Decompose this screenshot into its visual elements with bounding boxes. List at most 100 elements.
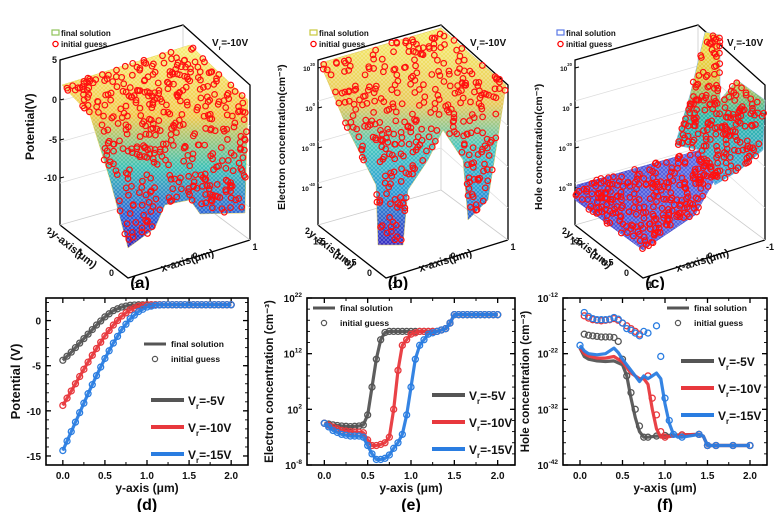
series-v-r-15v: [59, 301, 235, 455]
x-tick-label: 1.0: [404, 471, 418, 482]
initial-guess-marker: [69, 82, 77, 90]
initial-guess-marker: [157, 95, 164, 103]
initial-guess-marker: [701, 106, 709, 114]
initial-guess-marker: [716, 110, 723, 118]
initial-guess-marker: [613, 192, 621, 200]
legend-mesh-swatch: [556, 29, 565, 36]
initial-guess-marker: [156, 206, 164, 214]
initial-guess-marker: [636, 237, 644, 245]
initial-guess-point: [320, 419, 328, 427]
initial-guess-marker: [191, 171, 199, 179]
initial-guess-marker: [635, 196, 643, 203]
initial-guess-marker: [222, 176, 230, 184]
initial-guess-marker: [699, 164, 707, 172]
initial-guess-marker: [699, 192, 707, 200]
initial-guess-point: [210, 301, 218, 309]
initial-guess-marker: [388, 39, 396, 47]
initial-guess-marker: [652, 224, 660, 232]
initial-guess-marker: [733, 79, 741, 87]
initial-guess-marker: [652, 159, 660, 167]
initial-guess-marker: [114, 120, 122, 127]
initial-guess-marker: [349, 112, 357, 119]
initial-guess-marker: [390, 168, 398, 176]
y-tick-label: 10-8: [285, 459, 302, 472]
initial-guess-marker: [605, 174, 612, 182]
initial-guess-marker: [678, 197, 686, 204]
initial-guess-marker: [746, 144, 754, 152]
initial-guess-marker: [383, 229, 391, 237]
legend-series-label: Vr=-10V: [718, 382, 761, 399]
initial-guess-marker: [460, 141, 468, 149]
initial-guess-point: [206, 301, 214, 309]
z-tick-label: 10-20: [302, 142, 316, 153]
initial-guess-marker: [668, 164, 676, 172]
initial-guess-marker: [158, 152, 166, 160]
initial-guess-marker: [398, 165, 405, 173]
initial-guess-marker: [371, 97, 379, 105]
initial-guess-marker: [695, 72, 703, 79]
initial-guess-marker: [148, 223, 156, 231]
initial-guess-point: [63, 394, 71, 402]
initial-guess-marker: [116, 207, 124, 215]
initial-guess-marker: [332, 59, 340, 66]
initial-guess-marker: [101, 145, 109, 152]
initial-guess-marker: [208, 204, 216, 212]
bias-annotation: Vr=-10V: [470, 38, 506, 52]
initial-guess-point: [403, 411, 411, 419]
x-tick-label: 0.5: [98, 471, 112, 482]
initial-guess-marker: [202, 125, 210, 132]
initial-guess-point: [489, 311, 497, 319]
initial-guess-marker: [211, 127, 219, 135]
initial-guess-marker: [121, 230, 129, 238]
initial-guess-marker: [713, 142, 720, 150]
initial-guess-marker: [669, 177, 677, 185]
initial-guess-marker: [703, 159, 710, 167]
initial-guess-marker: [721, 174, 729, 182]
initial-guess-marker: [204, 111, 212, 119]
panel-caption: (c): [645, 275, 665, 290]
initial-guess-marker: [481, 160, 488, 168]
initial-guess-marker: [128, 228, 136, 236]
initial-guess-point: [442, 324, 450, 333]
initial-guess-marker: [362, 116, 370, 124]
initial-guess-marker: [166, 71, 174, 79]
y-tick-label: -15: [27, 452, 42, 463]
initial-guess-marker: [682, 115, 689, 123]
initial-guess-marker: [466, 117, 474, 125]
initial-guess-point: [644, 433, 652, 441]
initial-guess-marker: [653, 198, 660, 205]
initial-guess-point: [635, 422, 644, 430]
initial-guess-marker: [113, 83, 121, 91]
initial-guess-marker: [142, 122, 149, 130]
initial-guess-marker: [387, 169, 395, 177]
initial-guess-marker: [392, 117, 400, 125]
initial-guess-marker: [655, 224, 663, 232]
x-tick-label: 0.0: [317, 471, 331, 482]
axis-base: [317, 224, 509, 279]
initial-guess-marker: [640, 175, 648, 182]
initial-guess-marker: [678, 139, 686, 147]
initial-guess-marker: [402, 37, 410, 45]
initial-guess-marker: [636, 204, 643, 212]
initial-guess-marker: [665, 211, 673, 219]
initial-guess-marker: [230, 151, 238, 159]
initial-guess-marker: [98, 121, 106, 129]
initial-guess-marker: [166, 68, 174, 75]
initial-guess-marker: [681, 159, 689, 167]
initial-guess-marker: [607, 188, 614, 195]
initial-guess-marker: [359, 142, 366, 150]
initial-guess-marker: [480, 167, 487, 175]
initial-guess-marker: [431, 137, 439, 145]
initial-guess-point: [76, 372, 84, 381]
initial-guess-marker: [633, 185, 640, 193]
initial-guess-marker: [719, 130, 727, 138]
initial-guess-marker: [623, 229, 631, 237]
initial-guess-marker: [760, 109, 767, 117]
initial-guess-marker: [166, 110, 174, 118]
initial-guess-marker: [351, 82, 359, 90]
initial-guess-point: [113, 332, 122, 341]
initial-guess-point: [189, 301, 197, 309]
initial-guess-marker: [381, 63, 389, 70]
initial-guess-marker: [431, 85, 439, 93]
initial-guess-point: [92, 321, 101, 329]
